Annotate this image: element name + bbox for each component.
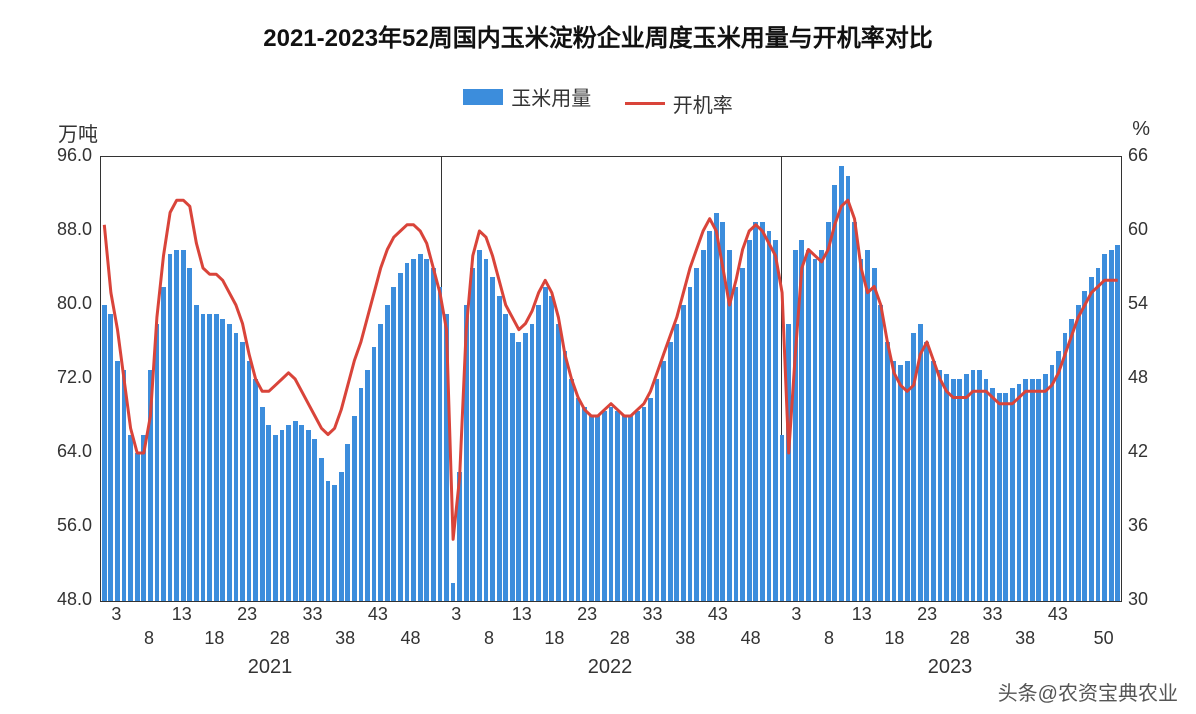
y2tick: 30 (1128, 589, 1178, 610)
legend-label-bars: 玉米用量 (511, 82, 591, 111)
x-tick: 33 (302, 604, 322, 625)
x-tick: 3 (111, 604, 121, 625)
x-tick: 28 (610, 628, 630, 649)
x-tick: 18 (544, 628, 564, 649)
y2tick: 66 (1128, 145, 1178, 166)
x-tick: 8 (144, 628, 154, 649)
x-tick: 50 (1094, 628, 1114, 649)
x-tick: 43 (1048, 604, 1068, 625)
operating-rate-line (101, 157, 1121, 601)
x-tick: 28 (950, 628, 970, 649)
y2tick: 54 (1128, 293, 1178, 314)
y1tick: 56.0 (32, 515, 92, 536)
y2tick: 36 (1128, 515, 1178, 536)
watermark: 头条@农资宝典农业 (998, 677, 1178, 706)
x-tick: 23 (577, 604, 597, 625)
x-tick: 33 (642, 604, 662, 625)
x-tick: 48 (741, 628, 761, 649)
y1tick: 48.0 (32, 589, 92, 610)
y2tick: 60 (1128, 219, 1178, 240)
chart-title: 2021-2023年52周国内玉米淀粉企业周度玉米用量与开机率对比 (0, 18, 1196, 53)
y1tick: 64.0 (32, 441, 92, 462)
year-label: 2023 (928, 656, 973, 679)
x-tick: 18 (204, 628, 224, 649)
legend-label-line: 开机率 (673, 89, 733, 118)
x-tick: 23 (917, 604, 937, 625)
x-tick: 13 (512, 604, 532, 625)
y1tick: 88.0 (32, 219, 92, 240)
x-tick: 43 (368, 604, 388, 625)
x-tick: 3 (791, 604, 801, 625)
x-tick: 18 (884, 628, 904, 649)
legend-item-bars: 玉米用量 (463, 82, 591, 111)
x-tick: 13 (852, 604, 872, 625)
x-tick: 28 (270, 628, 290, 649)
y-right-label: % (1132, 118, 1150, 141)
x-tick: 8 (484, 628, 494, 649)
year-label: 2021 (248, 656, 293, 679)
legend-swatch-bar (463, 89, 503, 105)
x-tick: 38 (1015, 628, 1035, 649)
legend-swatch-line (625, 102, 665, 105)
y-left-label: 万吨 (58, 118, 98, 147)
y1tick: 72.0 (32, 367, 92, 388)
legend-item-line: 开机率 (625, 89, 733, 118)
x-tick: 13 (172, 604, 192, 625)
x-tick: 38 (675, 628, 695, 649)
legend: 玉米用量 开机率 (0, 82, 1196, 118)
y2tick: 42 (1128, 441, 1178, 462)
y1tick: 80.0 (32, 293, 92, 314)
x-tick: 38 (335, 628, 355, 649)
x-tick: 8 (824, 628, 834, 649)
x-tick: 3 (451, 604, 461, 625)
x-tick: 23 (237, 604, 257, 625)
x-tick: 48 (401, 628, 421, 649)
x-tick: 33 (982, 604, 1002, 625)
plot-area (100, 156, 1122, 602)
y2tick: 48 (1128, 367, 1178, 388)
y1tick: 96.0 (32, 145, 92, 166)
year-label: 2022 (588, 656, 633, 679)
x-tick: 43 (708, 604, 728, 625)
